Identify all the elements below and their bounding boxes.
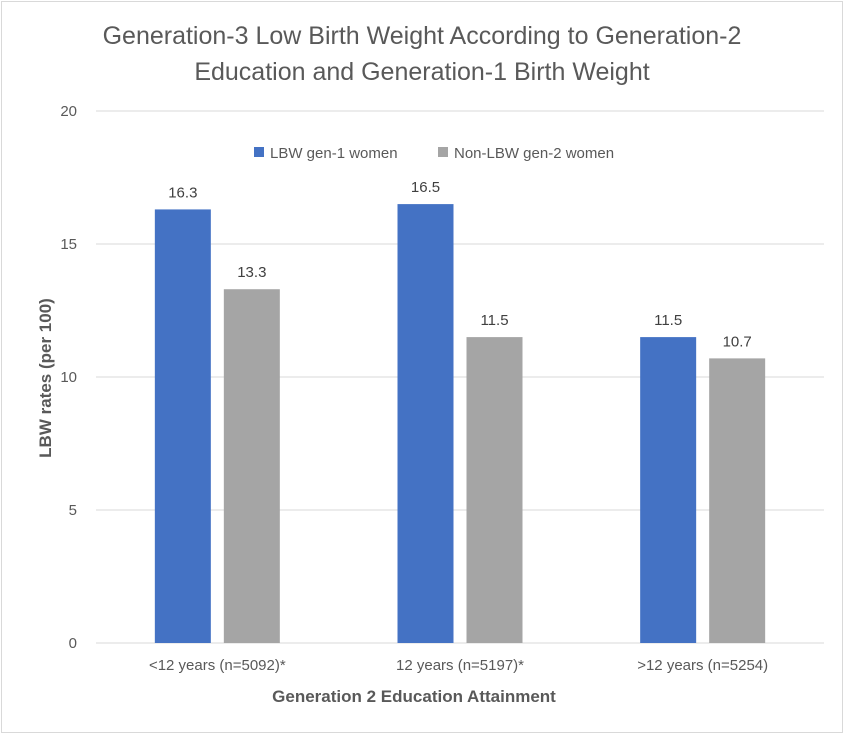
bar	[154, 209, 211, 644]
y-tick-label: 20	[60, 103, 77, 120]
y-axis-ticks: 0 5 10 15 20	[60, 103, 77, 652]
bar	[223, 289, 280, 643]
x-tick-label: <12 years (n=5092)*	[149, 657, 286, 674]
x-tick-label: 12 years (n=5197)*	[396, 657, 524, 674]
data-label: 16.3	[168, 184, 197, 201]
chart-title-line-2: Education and Generation-1 Birth Weight	[194, 58, 649, 86]
data-label: 13.3	[237, 264, 266, 281]
y-tick-label: 0	[69, 635, 77, 652]
data-label: 10.7	[723, 333, 752, 350]
gridlines	[96, 110, 824, 644]
chart-title-line-1: Generation-3 Low Birth Weight According …	[103, 22, 742, 50]
legend-swatch	[438, 147, 448, 157]
y-axis-title: LBW rates (per 100)	[36, 298, 55, 458]
x-axis-ticks: <12 years (n=5092)* 12 years (n=5197)* >12…	[149, 657, 768, 674]
bar	[640, 337, 697, 643]
data-label: 16.5	[411, 179, 440, 196]
y-tick-label: 10	[60, 369, 77, 386]
bar	[466, 337, 523, 643]
bar	[397, 204, 454, 643]
bars: 16.3 13.3 16.5 11.5 11.5 10.7	[154, 179, 766, 644]
legend: LBW gen-1 women Non-LBW gen-2 women	[254, 145, 614, 162]
data-label: 11.5	[480, 312, 508, 329]
data-label: 11.5	[654, 312, 682, 329]
x-tick-label: >12 years (n=5254)	[637, 657, 768, 674]
legend-swatch	[254, 147, 264, 157]
legend-label: LBW gen-1 women	[270, 145, 398, 162]
legend-label: Non-LBW gen-2 women	[454, 145, 614, 162]
y-tick-label: 15	[60, 236, 77, 253]
x-axis-title: Generation 2 Education Attainment	[272, 687, 556, 706]
bar	[709, 358, 766, 643]
y-tick-label: 5	[69, 502, 77, 519]
